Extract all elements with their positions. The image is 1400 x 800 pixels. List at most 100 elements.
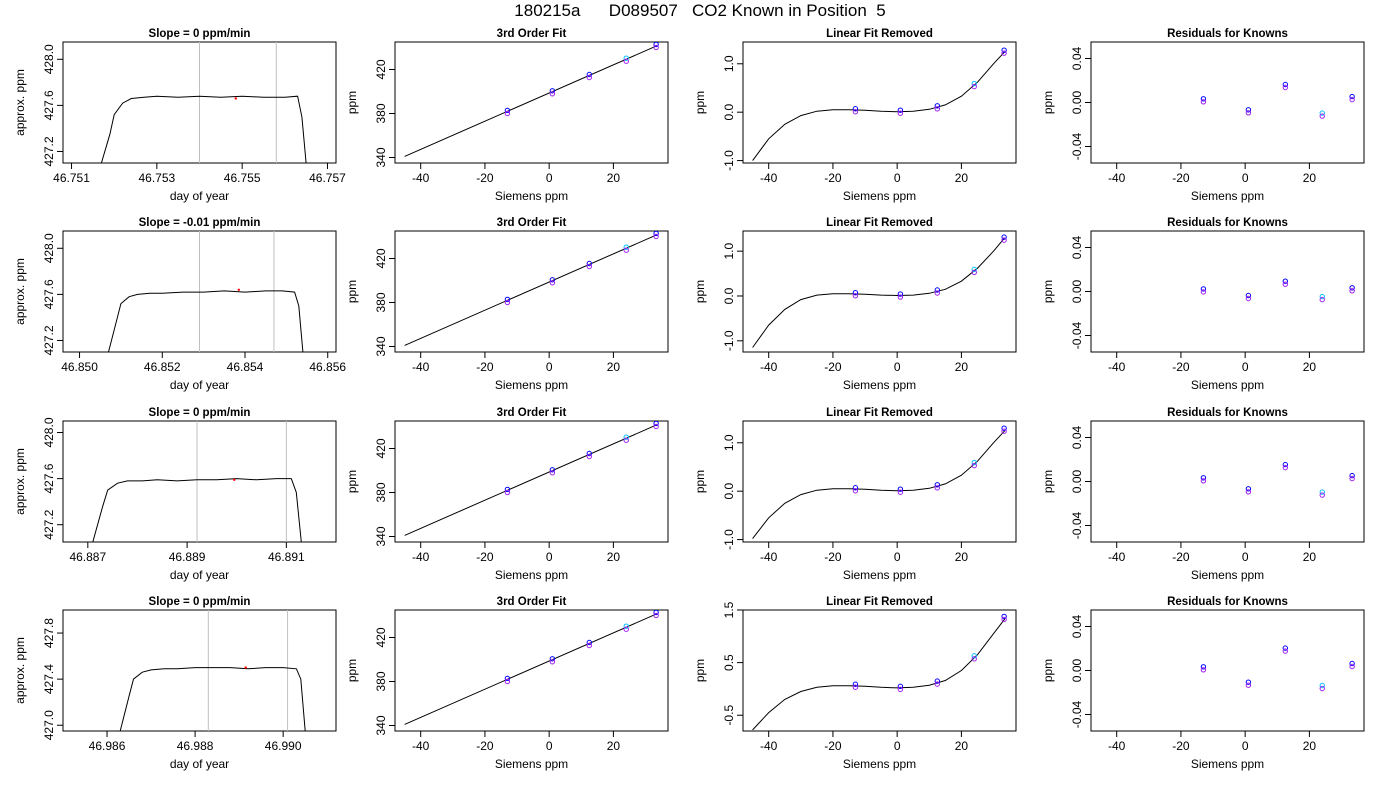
data-point	[623, 437, 629, 443]
chart-title: Residuals for Knowns	[1167, 28, 1288, 40]
data-point	[1200, 478, 1207, 484]
x-tick-label: 46.753	[138, 171, 175, 185]
data-point	[897, 686, 904, 693]
fit-line	[404, 613, 657, 725]
chart-panel: 3rd Order Fit -40 -20 0 20 340 380 420 Siemens p…	[345, 28, 669, 203]
data-point	[1200, 96, 1207, 102]
data-point	[1001, 425, 1007, 431]
x-tick-label: -40	[1108, 550, 1126, 564]
data-point	[897, 110, 904, 116]
data-point	[971, 462, 977, 469]
data-point	[897, 294, 904, 300]
x-tick-label: 46.850	[61, 360, 98, 374]
fit-line	[404, 424, 657, 536]
data-point	[1319, 113, 1325, 119]
x-tick-label: 46.988	[177, 739, 214, 753]
data-point	[586, 450, 593, 457]
y-tick-label: 0.0	[722, 104, 736, 121]
x-tick-label: 0	[1242, 171, 1249, 185]
x-tick-label: -40	[1108, 171, 1126, 185]
plot-frame	[62, 609, 337, 732]
data-point	[653, 421, 659, 427]
data-point	[934, 103, 941, 109]
data-point	[971, 459, 977, 466]
data-point	[971, 83, 977, 90]
data-point	[852, 289, 859, 296]
x-tick-label: 20	[1303, 550, 1317, 564]
data-point	[1001, 50, 1007, 56]
x-tick-label: 20	[607, 550, 621, 564]
data-point	[897, 291, 904, 297]
y-tick-label: 340	[374, 336, 388, 356]
x-tick-label: -20	[1172, 360, 1190, 374]
data-point	[1001, 237, 1007, 243]
data-point	[504, 675, 511, 682]
y-tick-label: 340	[374, 715, 388, 735]
x-axis-label: day of year	[170, 378, 229, 392]
y-tick-label: -0.04	[1070, 701, 1084, 729]
y-tick-label: 0.04	[1070, 46, 1084, 70]
data-point	[1282, 648, 1289, 654]
x-tick-label: -20	[824, 360, 842, 374]
chart-title: Slope = 0 ppm/min	[149, 28, 251, 40]
y-tick-label: 427.8	[42, 618, 56, 648]
fit-curve	[752, 51, 1006, 161]
y-tick-label: 0.04	[1070, 614, 1084, 638]
y-tick-label: 0.04	[1070, 235, 1084, 259]
y-tick-label: 420	[374, 59, 388, 79]
data-point	[1245, 486, 1252, 492]
data-point	[623, 244, 629, 250]
data-point	[1282, 281, 1289, 287]
x-tick-label: 20	[1303, 739, 1317, 753]
data-point	[1245, 682, 1252, 688]
data-point	[586, 263, 593, 270]
plot-area	[108, 231, 304, 352]
chart-title: Slope = -0.01 ppm/min	[139, 217, 261, 229]
x-tick-label: -40	[760, 550, 778, 564]
x-tick-label: -40	[760, 360, 778, 374]
x-axis-label: day of year	[170, 757, 229, 771]
data-point	[1001, 613, 1007, 620]
x-tick-label: 0	[894, 360, 901, 374]
x-tick-label: 46.852	[144, 360, 181, 374]
data-point	[852, 485, 859, 491]
x-axis-label: Siemens ppm	[495, 189, 568, 203]
y-tick-label: -1.0	[722, 529, 736, 550]
reference-mark	[237, 288, 240, 291]
y-axis-label: approx. ppm	[13, 637, 27, 704]
x-tick-label: 0	[1242, 550, 1249, 564]
y-tick-label: 427.6	[42, 463, 56, 493]
reference-mark	[244, 666, 247, 669]
y-axis-label: approx. ppm	[13, 258, 27, 325]
x-tick-label: 0	[894, 739, 901, 753]
x-tick-label: 46.751	[53, 171, 90, 185]
y-tick-label: -0.04	[1070, 133, 1084, 161]
data-point	[586, 74, 593, 81]
reference-mark	[233, 478, 236, 481]
data-point	[934, 482, 941, 488]
data-point	[1200, 289, 1207, 295]
data-point	[1319, 685, 1325, 692]
x-tick-label: -40	[760, 739, 778, 753]
reference-mark	[234, 97, 237, 100]
data-point	[1349, 96, 1355, 103]
y-tick-label: 380	[374, 292, 388, 312]
data-point	[549, 277, 556, 283]
x-tick-label: -20	[476, 171, 494, 185]
data-point	[623, 58, 629, 64]
data-point	[897, 486, 904, 492]
y-axis-label: ppm	[1041, 280, 1055, 303]
y-tick-label: 0.0	[722, 483, 736, 500]
data-point	[852, 681, 859, 687]
data-point	[934, 485, 941, 491]
y-tick-label: 340	[374, 526, 388, 546]
data-point	[971, 269, 977, 276]
data-point	[1001, 428, 1007, 434]
data-point	[653, 423, 659, 430]
data-point	[586, 639, 593, 646]
y-tick-label: 0.00	[1070, 90, 1084, 114]
x-tick-label: -40	[1108, 739, 1126, 753]
data-point	[897, 489, 904, 495]
data-point	[1245, 110, 1252, 116]
x-tick-label: -20	[476, 550, 494, 564]
